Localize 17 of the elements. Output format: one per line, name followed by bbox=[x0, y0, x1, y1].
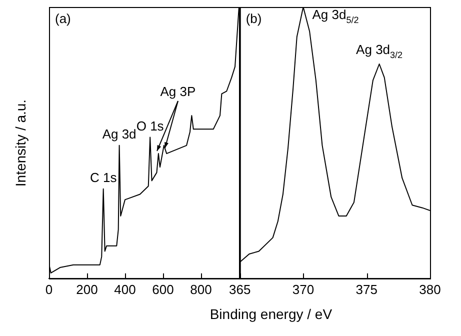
x-tick-label: 365 bbox=[228, 282, 251, 297]
annotation: (b) bbox=[246, 11, 262, 26]
x-tick-label: 400 bbox=[114, 282, 136, 297]
x-tick-label: 800 bbox=[190, 282, 212, 297]
x-tick-label: 200 bbox=[76, 282, 98, 297]
annotation: Ag 3P bbox=[160, 84, 196, 99]
x-tick-label: 600 bbox=[152, 282, 174, 297]
x-axis-title: Binding energy / eV bbox=[210, 306, 332, 322]
x-tick-label: 375 bbox=[356, 282, 378, 297]
x-tick-label: 0 bbox=[45, 282, 53, 297]
x-tick-label: 370 bbox=[292, 282, 314, 297]
x-tick-label: 380 bbox=[419, 282, 441, 297]
annotation: Ag 3d bbox=[102, 126, 136, 142]
annotation: O 1s bbox=[136, 118, 164, 134]
annotation: C 1s bbox=[90, 170, 118, 185]
y-axis-title: Intensity / a.u. bbox=[12, 99, 28, 186]
annotation: (a) bbox=[55, 11, 71, 26]
